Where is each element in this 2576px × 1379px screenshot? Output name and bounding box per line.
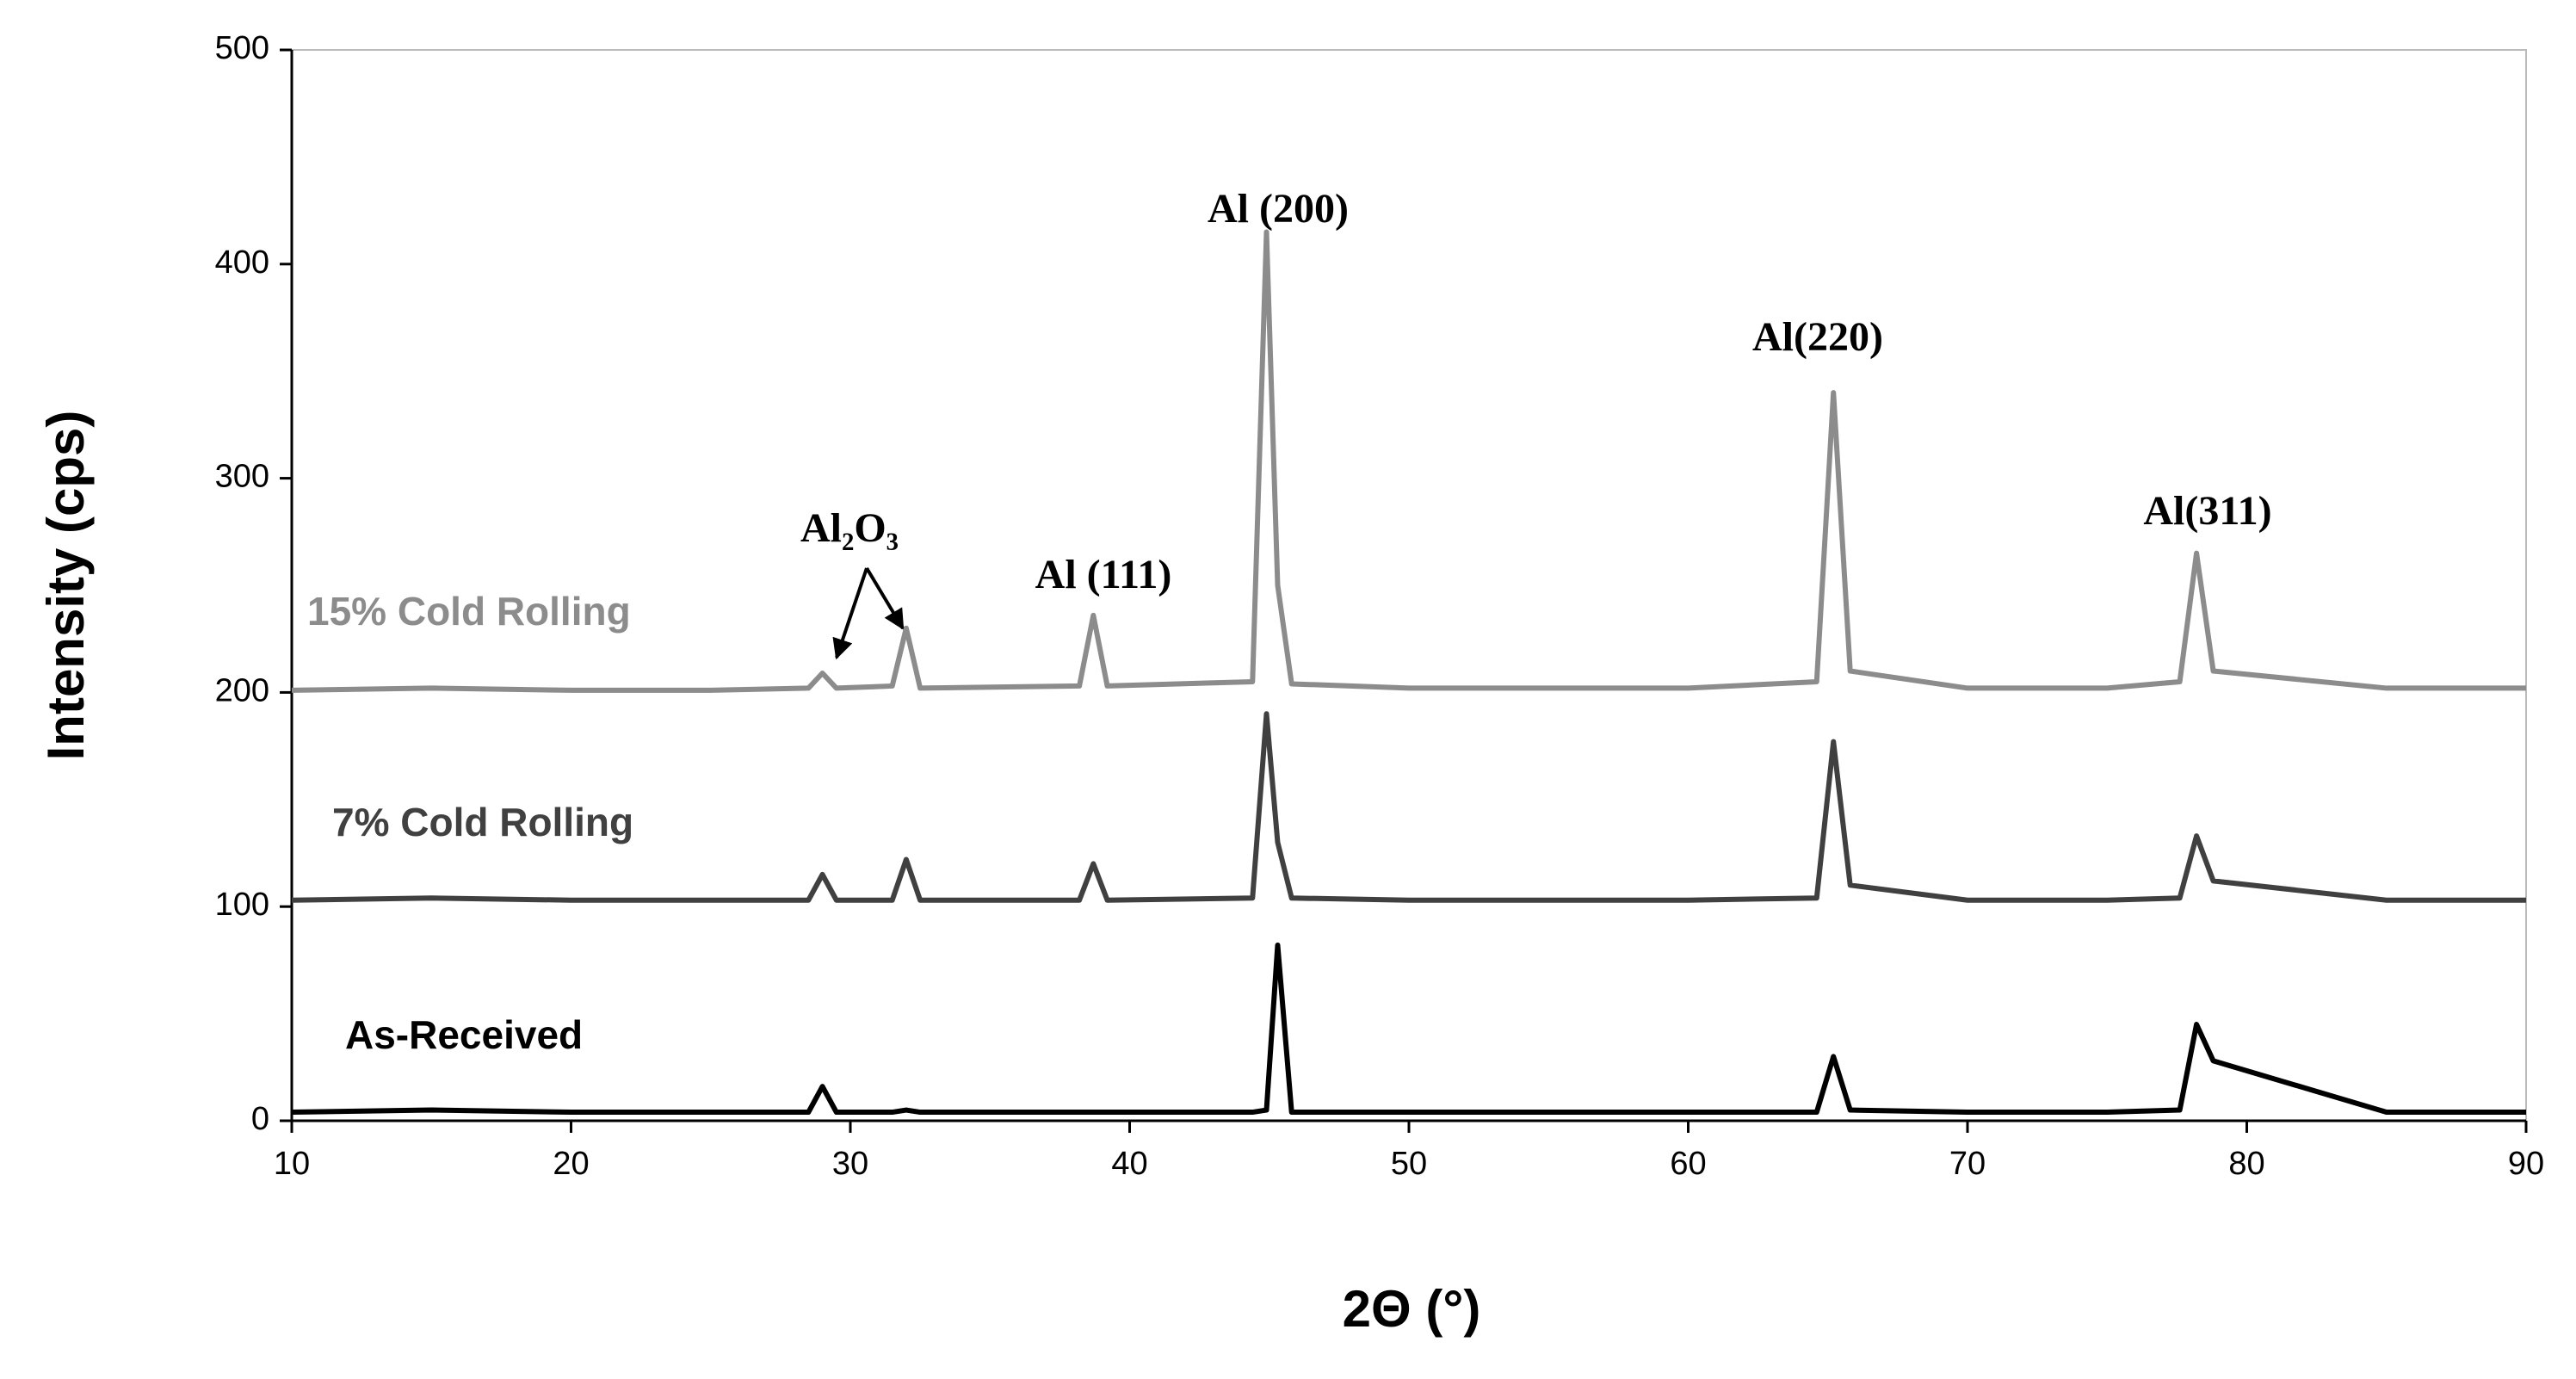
- peak-label: Al₂O₃: [800, 505, 899, 551]
- x-tick-label: 40: [1111, 1146, 1147, 1182]
- y-tick-label: 300: [215, 459, 269, 495]
- series-label: 7% Cold Rolling: [332, 800, 633, 844]
- x-axis-title: 2Θ (°): [1343, 1280, 1481, 1338]
- x-tick-label: 90: [2508, 1146, 2544, 1182]
- arrow: [832, 567, 868, 660]
- arrow: [865, 566, 905, 631]
- x-tick-label: 80: [2228, 1146, 2264, 1182]
- y-tick-label: 400: [215, 244, 269, 281]
- y-tick-label: 500: [215, 30, 269, 66]
- x-tick-label: 70: [1949, 1146, 1986, 1182]
- peak-label: Al (111): [1035, 552, 1172, 597]
- y-tick-label: 0: [251, 1101, 269, 1137]
- x-tick-label: 20: [553, 1146, 589, 1182]
- series-line: [291, 229, 2526, 693]
- series-line: [291, 942, 2526, 1116]
- x-tick-label: 30: [832, 1146, 868, 1182]
- y-axis-title: Intensity (cps): [37, 411, 95, 761]
- peak-label: Al(220): [1752, 314, 1883, 360]
- series-label: 15% Cold Rolling: [307, 589, 631, 634]
- y-tick-label: 100: [215, 887, 269, 923]
- peak-label: Al (200): [1208, 186, 1349, 232]
- peak-label: Al(311): [2143, 488, 2271, 534]
- x-tick-label: 10: [274, 1146, 310, 1182]
- x-tick-label: 50: [1391, 1146, 1427, 1182]
- series-label: As-Received: [345, 1012, 583, 1057]
- x-tick-label: 60: [1670, 1146, 1706, 1182]
- y-tick-label: 200: [215, 672, 269, 708]
- series-line: [291, 711, 2526, 903]
